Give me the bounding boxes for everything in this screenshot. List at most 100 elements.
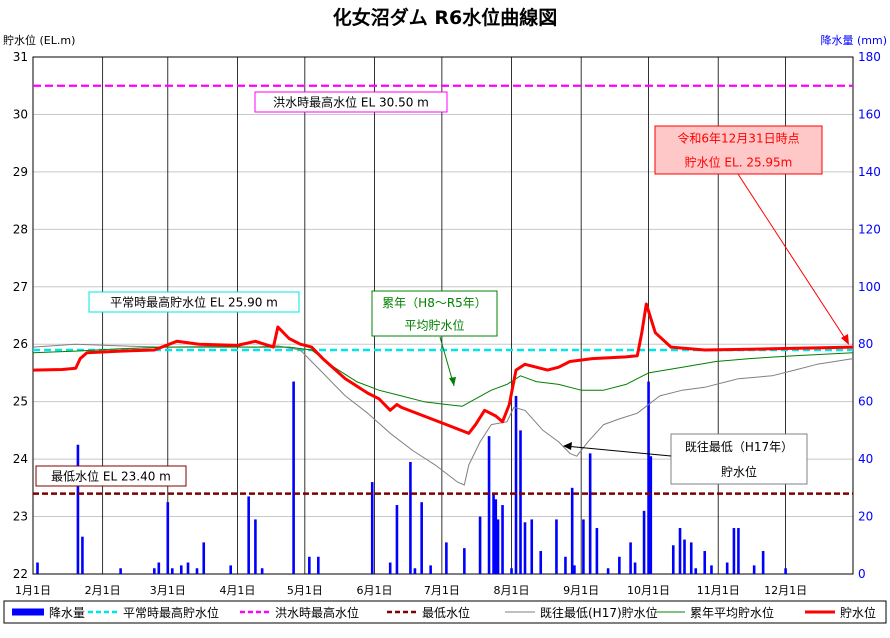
plot-area: 22 23 24 25 26 27 28 29 30 31 0 20 40 60 80 100 120 140 16…: [13, 50, 881, 597]
rainfall-bar: [649, 456, 653, 574]
legend-label: 洪水時最高水位: [275, 605, 359, 620]
annotation-box: [670, 433, 808, 485]
rainfall-bar: [254, 519, 257, 574]
x-tick-label: 2月1日: [85, 584, 121, 597]
y-tick-left: 22: [13, 567, 28, 581]
y-tick-left: 30: [13, 107, 28, 121]
annotation-text: 平均貯水位: [404, 317, 464, 332]
legend: 降水量 平常時最高貯水位 洪水時最高水位 最低水位 既往最低(H17)貯水位 累年平均貯水…: [3, 600, 887, 624]
x-tick-label: 10月1日: [627, 584, 670, 597]
rainfall-bar: [202, 542, 206, 574]
y-tick-right: 140: [858, 165, 881, 179]
rainfall-bar: [247, 496, 250, 574]
x-tick-label: 1月1日: [15, 584, 51, 597]
rainfall-bar: [36, 562, 39, 574]
legend-label: 貯水位: [840, 605, 876, 620]
x-tick-label: 11月1日: [697, 584, 740, 597]
rainfall-bar: [370, 482, 374, 574]
y-axis-left-label: 貯水位 (EL.m): [3, 33, 75, 47]
y-tick-left: 29: [13, 165, 28, 179]
legend-label: 累年平均貯水位: [690, 605, 774, 620]
y-tick-right: 0: [858, 567, 866, 581]
rainfall-bar: [752, 565, 756, 574]
y-tick-right: 100: [858, 280, 881, 294]
rainfall-bar: [501, 505, 504, 574]
series-line: [32, 302, 854, 435]
rainfall-bar: [678, 528, 682, 574]
y-tick-right: 40: [858, 452, 873, 466]
rainfall-bar: [157, 562, 161, 574]
x-tick-label: 3月1日: [150, 584, 186, 597]
annotation-box: [35, 465, 187, 487]
legend-swatch: [12, 608, 44, 616]
rainfall-bar: [564, 556, 567, 574]
y-tick-left: 24: [13, 452, 28, 466]
rainfall-bar: [388, 562, 392, 574]
rainfall-bar: [570, 487, 574, 574]
rainfall-bar: [308, 556, 311, 574]
rainfall-bar: [514, 395, 518, 574]
rainfall-bar: [492, 493, 495, 574]
rainfall-bar: [725, 562, 729, 574]
x-tick-label: 7月1日: [424, 584, 460, 597]
rainfall-bar: [487, 436, 491, 574]
y-tick-left: 31: [13, 50, 28, 64]
rainfall-bar: [76, 444, 80, 574]
rainfall-bar: [710, 565, 713, 574]
y-axis-right-label: 降水量 (mm): [820, 33, 887, 47]
rainfall-bar: [633, 562, 637, 574]
annotation-text: 貯水位: [721, 464, 757, 479]
rainfall-bar: [478, 516, 482, 574]
rainfall-bar: [510, 568, 513, 574]
rainfall-bar: [737, 528, 740, 574]
annotation-arrowhead: [841, 334, 849, 345]
annotation-text: 最低水位 EL 23.40 m: [51, 469, 171, 484]
legend-label: 降水量: [49, 606, 85, 620]
annotation-arrow: [564, 445, 672, 457]
rainfall-bar: [494, 499, 498, 574]
x-tick-label: 12月1日: [764, 584, 807, 597]
annotation-text: 貯水位 EL. 25.95m: [685, 155, 793, 170]
rainfall-bar: [588, 453, 592, 574]
rainfall-bar: [523, 522, 527, 574]
rainfall-bar: [519, 430, 522, 574]
rainfall-bar: [429, 565, 432, 574]
rainfall-bar: [694, 568, 698, 574]
rainfall-bar: [784, 568, 787, 574]
rainfall-bar: [317, 556, 320, 574]
rainfall-bar: [689, 542, 693, 574]
y-tick-right: 20: [858, 510, 873, 524]
x-tick-label: 6月1日: [356, 584, 392, 597]
annotation-arrow: [737, 173, 849, 344]
annotation-text: 累年（H8〜R5年）: [382, 296, 487, 310]
rainfall-bar: [539, 551, 543, 574]
annotation-text: 平常時最高貯水位 EL 25.90 m: [110, 295, 278, 310]
rainfall-bar: [530, 519, 534, 574]
rainfall-bar: [153, 568, 156, 574]
rainfall-bar: [195, 568, 199, 574]
rainfall-bar: [671, 545, 675, 574]
rainfall-bar: [409, 461, 412, 574]
annotation-box: [371, 290, 498, 337]
chart-title: 化女沼ダム R6水位曲線図: [333, 6, 557, 29]
rainfall-bar: [647, 381, 650, 574]
rainfall-bar: [629, 542, 632, 574]
rainfall-bar: [582, 519, 585, 574]
series-line: [32, 343, 854, 486]
rainfall-bar: [186, 562, 190, 574]
y-tick-left: 28: [13, 222, 28, 236]
rainfall-bar: [606, 568, 610, 574]
rainfall-bar: [573, 565, 576, 574]
rainfall-bar: [260, 568, 264, 574]
rainfall-bar: [179, 565, 183, 574]
rainfall-bar: [618, 556, 621, 574]
rainfall-bar: [81, 536, 84, 574]
rainfall-bar: [119, 568, 122, 574]
y-tick-right: 120: [858, 222, 881, 236]
legend-box: [3, 600, 887, 624]
rainfall-bar: [463, 548, 466, 574]
rainfall-bar: [413, 568, 417, 574]
y-tick-right: 80: [858, 337, 873, 351]
x-tick-label: 9月1日: [563, 584, 599, 597]
